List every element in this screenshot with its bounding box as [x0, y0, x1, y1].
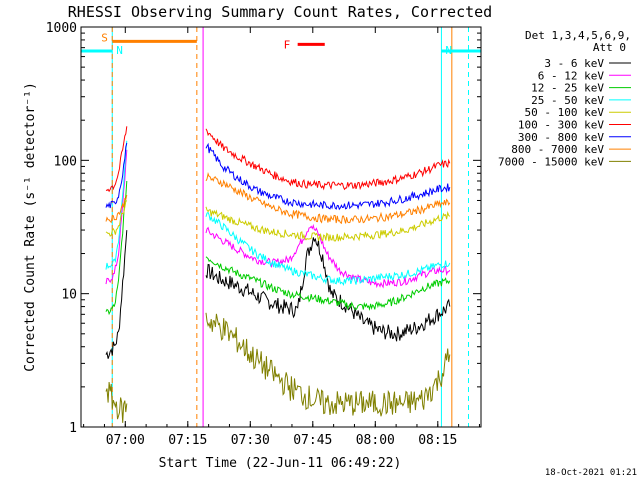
x-axis-label: Start Time (22-Jun-11 06:49:22) [159, 456, 402, 471]
series-line-segment-2 [205, 206, 451, 242]
y-axis-label: Corrected Count Rate (s⁻¹ detector⁻¹) [23, 82, 38, 372]
y-axis: 1 10 100 1000 [46, 21, 481, 436]
series-line-segment-2 [205, 256, 451, 312]
x-tick-label: 07:45 [293, 433, 332, 448]
x-tick-label: 08:15 [418, 433, 457, 448]
series-line-segment-1 [105, 149, 128, 285]
series-line-segment-2 [205, 128, 451, 191]
legend-label: 300 - 800 keV [518, 131, 604, 144]
series-line-segment-2 [205, 142, 451, 211]
annotation-label-s: S [101, 31, 108, 44]
series-8 [105, 312, 451, 423]
series-7 [105, 172, 451, 225]
series-line-segment-2 [205, 223, 451, 289]
series-line-segment-1 [105, 200, 128, 237]
series-line-segment-1 [105, 381, 128, 423]
series-line-segment-1 [105, 230, 128, 359]
legend-title: Det 1,3,4,5,6,9, [525, 29, 631, 42]
legend-label: 3 - 6 keV [544, 57, 604, 70]
series-2 [105, 180, 451, 316]
y-tick-label: 1 [69, 421, 77, 436]
y-tick-label: 1000 [46, 21, 77, 36]
series-line-segment-2 [205, 237, 451, 342]
series-line-segment-1 [105, 194, 128, 224]
series-5 [105, 126, 451, 193]
y-tick-label: 10 [61, 288, 77, 303]
series-0 [105, 230, 451, 359]
series-3 [105, 140, 451, 287]
annotation-label-n: N [116, 44, 123, 57]
legend-label: 7000 - 15000 keV [498, 155, 604, 168]
x-tick-label: 07:15 [168, 433, 207, 448]
chart-title: RHESSI Observing Summary Count Rates, Co… [68, 3, 492, 21]
series-line-segment-1 [105, 142, 128, 209]
series-1 [105, 149, 451, 289]
series-line-segment-2 [205, 312, 451, 417]
series-line-segment-1 [105, 140, 128, 270]
x-tick-label: 07:00 [106, 433, 145, 448]
annotation-label-n: N [445, 44, 452, 57]
legend-label: 25 - 50 keV [531, 94, 604, 107]
legend-label: 100 - 300 keV [518, 119, 604, 132]
series-6 [105, 142, 451, 211]
x-axis: 07:00 07:15 07:30 07:45 08:00 08:15 [83, 27, 480, 448]
series-line-segment-2 [205, 211, 451, 287]
x-tick-label: 07:30 [231, 433, 270, 448]
y-tick-label: 100 [54, 154, 77, 169]
legend-label: 6 - 12 keV [538, 69, 605, 82]
series-line-segment-1 [105, 180, 128, 316]
legend-label: 800 - 7000 keV [511, 143, 604, 156]
series-line-segment-1 [105, 126, 128, 193]
legend-label: 12 - 25 keV [531, 82, 604, 95]
x-tick-label: 08:00 [356, 433, 395, 448]
legend-label: 50 - 100 keV [525, 106, 605, 119]
footer-timestamp: 18-Oct-2021 01:21 [545, 468, 637, 478]
plot-frame [80, 26, 482, 428]
series-4 [105, 200, 451, 242]
legend-subtitle: Att 0 [593, 41, 626, 54]
annotation-label-f: F [284, 38, 291, 51]
series-line-segment-2 [205, 172, 451, 225]
plot-area: SN NF [80, 27, 481, 427]
